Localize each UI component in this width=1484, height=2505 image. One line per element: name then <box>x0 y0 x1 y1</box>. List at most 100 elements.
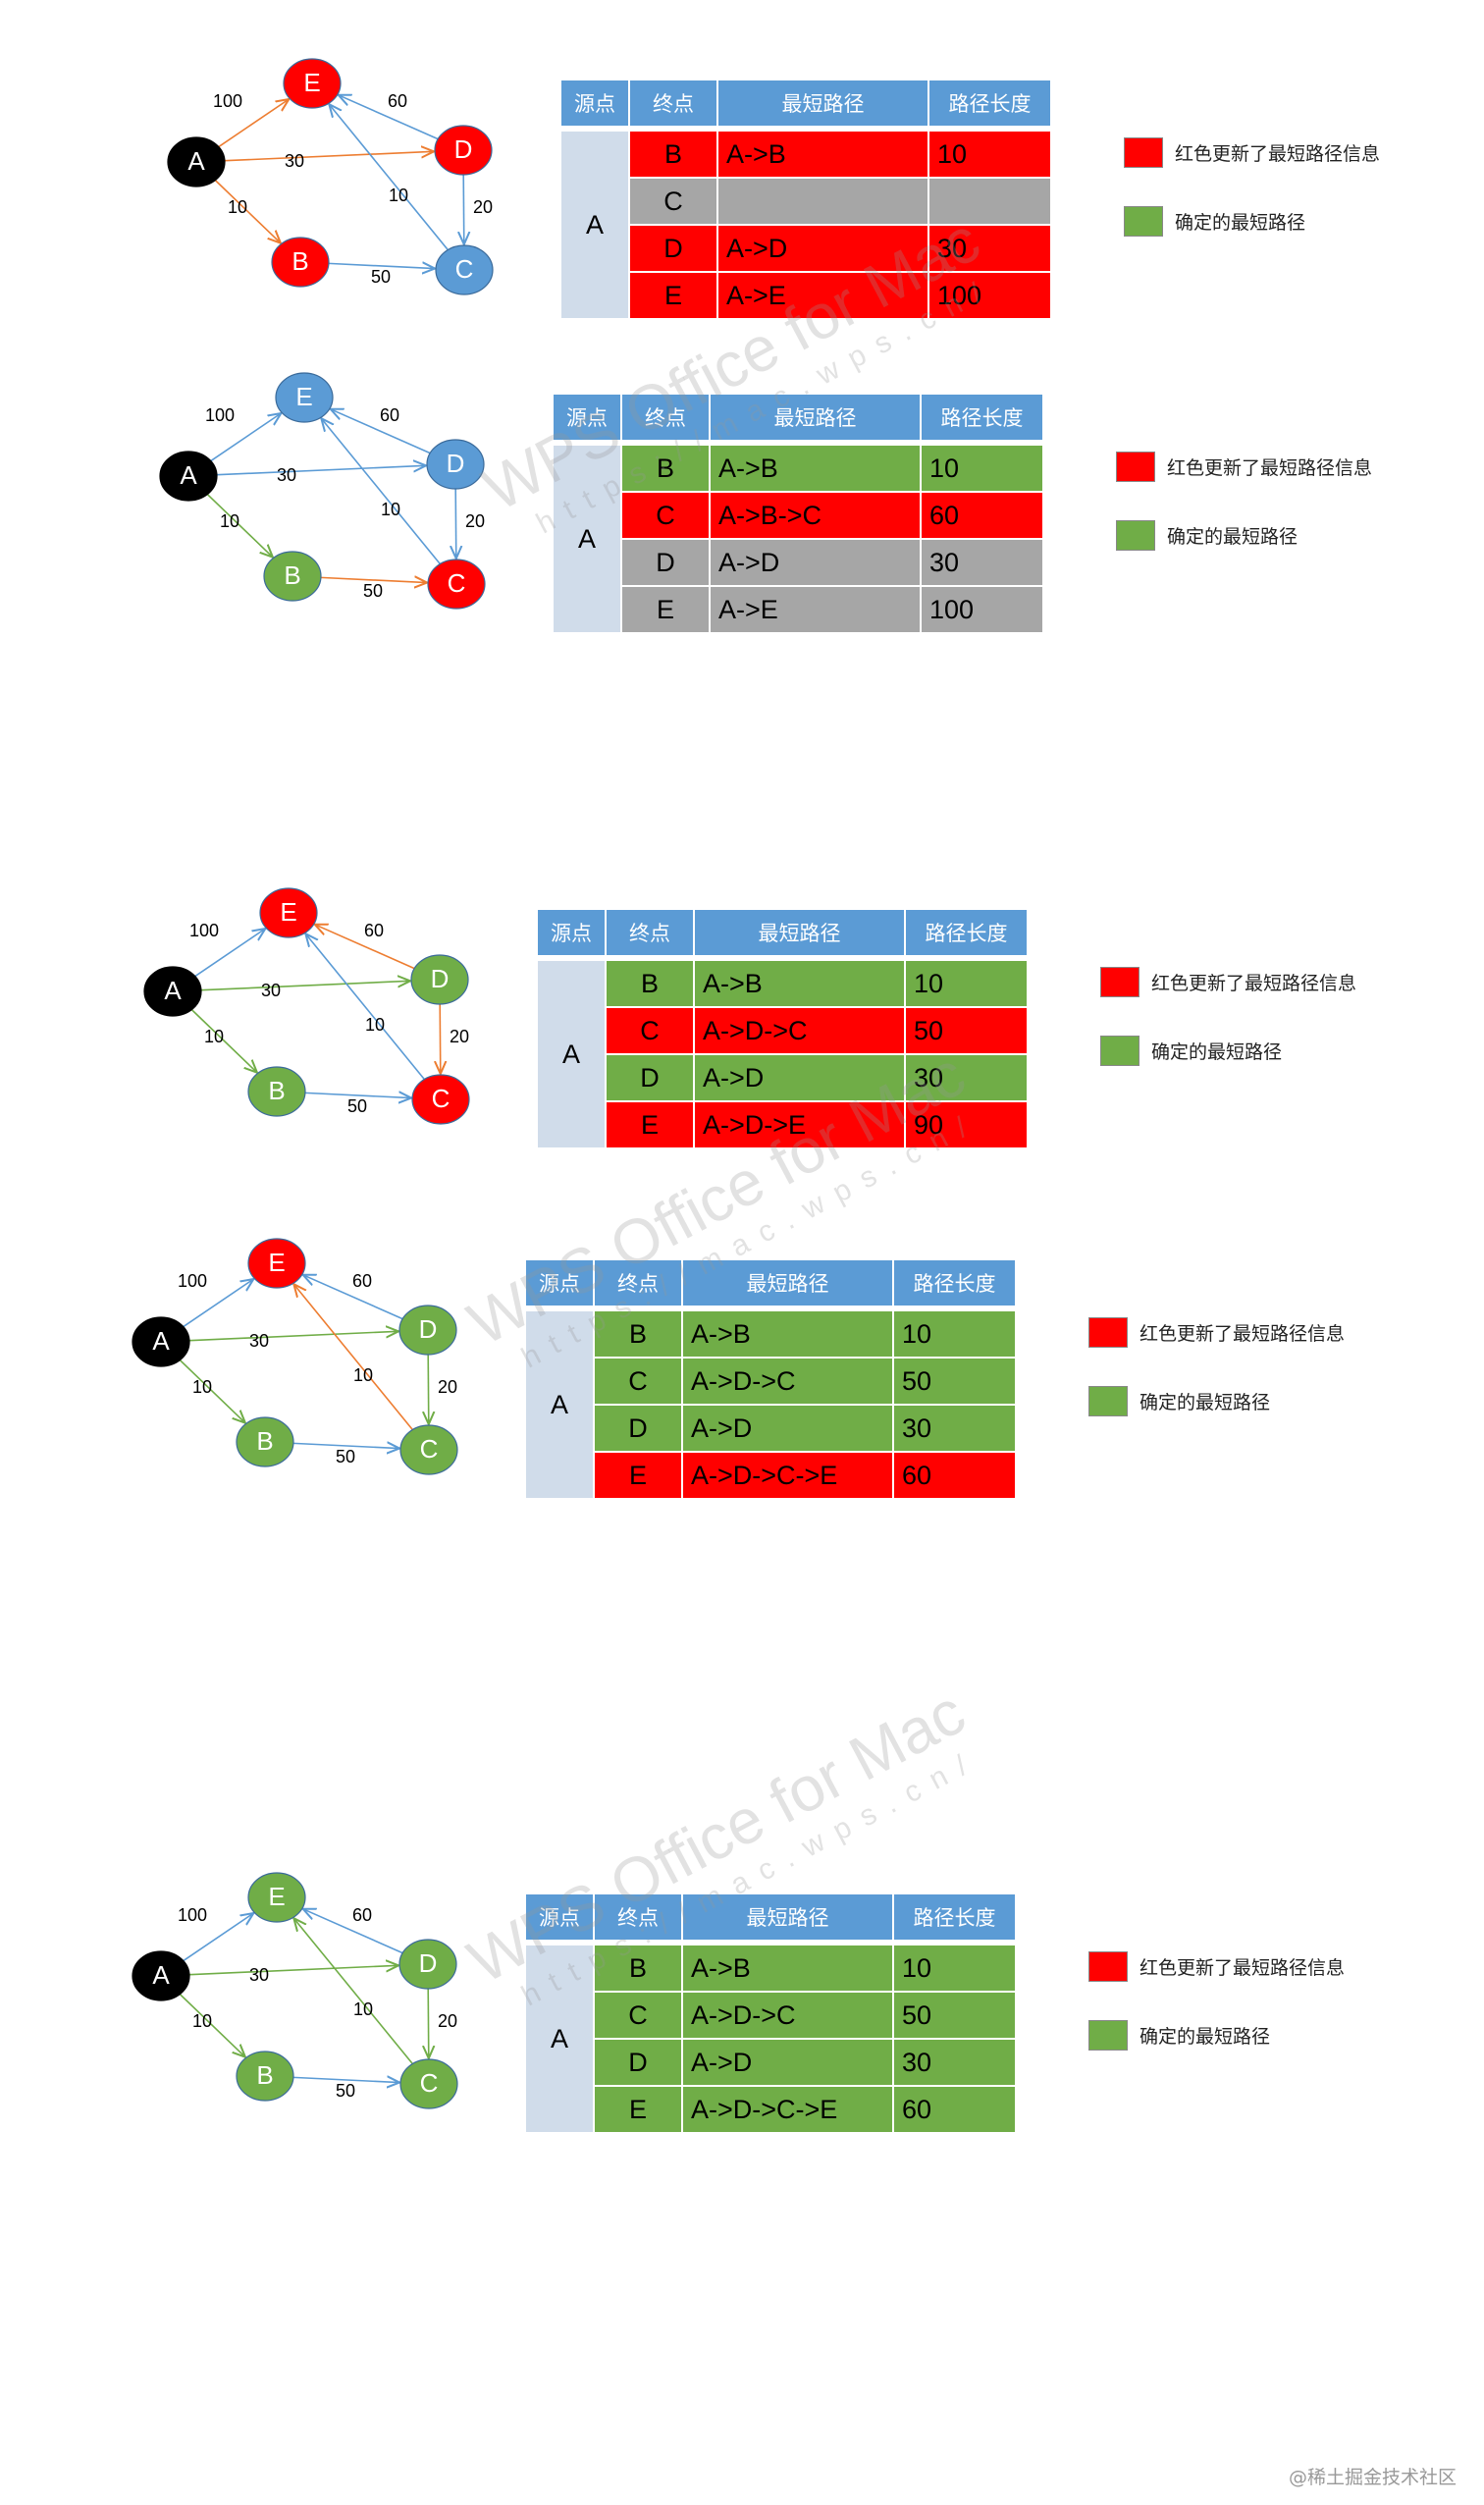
edge-ab <box>190 1009 257 1073</box>
edge-weight-label: 10 <box>365 1015 385 1035</box>
edge-weight-label: 50 <box>371 267 391 287</box>
edge-ad <box>216 465 426 476</box>
edge-dc <box>440 1003 441 1074</box>
node-b: B <box>271 237 330 288</box>
edge-weight-label: 50 <box>336 1447 355 1466</box>
edge-ae <box>183 1913 254 1962</box>
node-d: D <box>426 439 485 490</box>
edge-weight-label: 50 <box>336 2081 355 2101</box>
step-panel-2: 100 30 10 60 10 20 50 A E D B C 源点 终点 最短路径 路径长度 A B A->B 10… <box>0 353 1484 677</box>
dest-cell: B <box>605 959 695 1008</box>
dest-cell: C <box>628 177 718 226</box>
node-d: D <box>398 1939 457 1990</box>
length-cell: 60 <box>920 491 1044 540</box>
edge-weight-label: 20 <box>465 511 485 531</box>
dest-cell: E <box>605 1100 695 1149</box>
dest-cell: B <box>593 1309 683 1359</box>
edge-weight-label: 20 <box>473 197 493 217</box>
path-cell: A->D->C <box>681 1991 894 2040</box>
length-cell: 30 <box>920 538 1044 587</box>
edge-weight-label: 30 <box>249 1965 269 1985</box>
node-b: B <box>236 1416 294 1467</box>
edge-weight-label: 30 <box>285 151 304 171</box>
column-header: 终点 <box>593 1892 683 1942</box>
shortest-path-table: 源点 终点 最短路径 路径长度 A B A->B 10 C A->D->C 50 D A->D 30 E A-… <box>524 1892 1017 2134</box>
table-row: C <box>560 177 1052 226</box>
graph-diagram: 100 30 10 60 10 20 50 A E D B C <box>159 372 486 610</box>
edge-weight-label: 10 <box>192 2011 212 2031</box>
length-cell: 30 <box>904 1053 1029 1102</box>
column-header: 终点 <box>593 1258 683 1307</box>
column-header: 最短路径 <box>681 1258 894 1307</box>
svg-text:D: D <box>447 449 465 478</box>
svg-text:B: B <box>256 1426 273 1456</box>
node-c: C <box>399 1424 458 1475</box>
legend-swatch <box>1088 1317 1128 1348</box>
graph-diagram: 100 30 10 60 10 20 50 A E D B C <box>132 1238 458 1475</box>
length-cell: 100 <box>920 585 1044 634</box>
node-a: A <box>132 1316 190 1367</box>
legend-label: 红色更新了最短路径信息 <box>1140 1323 1346 1345</box>
node-d: D <box>398 1305 457 1356</box>
dest-cell: B <box>593 1944 683 1993</box>
path-cell: A->D <box>681 2038 894 2087</box>
legend-label: 红色更新了最短路径信息 <box>1175 143 1381 165</box>
graph-diagram: 100 30 10 60 10 20 50 A E D B C <box>143 887 470 1125</box>
edge-weight-label: 50 <box>363 581 383 601</box>
table-row: E A->E 100 <box>553 585 1044 634</box>
step-panel-1: 100 30 10 60 10 20 50 A E D B C 源点 终点 最短路径 路径长度 A B A->B 10… <box>0 39 1484 363</box>
edge-ce <box>305 933 425 1081</box>
node-e: E <box>275 372 334 423</box>
svg-text:B: B <box>268 1076 285 1105</box>
edge-de <box>331 409 431 454</box>
edge-ad <box>188 1965 398 1976</box>
path-cell: A->B->C <box>709 491 922 540</box>
legend-swatch <box>1100 1036 1140 1066</box>
dest-cell: C <box>620 491 711 540</box>
node-a: A <box>167 136 226 187</box>
svg-text:D: D <box>419 1314 438 1344</box>
node-e: E <box>247 1238 306 1289</box>
legend-label: 红色更新了最短路径信息 <box>1151 973 1357 994</box>
table-row: E A->D->E 90 <box>537 1100 1029 1149</box>
edge-weight-label: 10 <box>353 1365 373 1385</box>
node-a: A <box>132 1950 190 2001</box>
dest-cell: B <box>620 444 711 493</box>
node-c: C <box>411 1074 470 1125</box>
svg-text:A: A <box>152 1326 170 1356</box>
length-cell: 50 <box>892 1991 1017 2040</box>
svg-text:E: E <box>295 382 312 411</box>
legend-green-item: 确定的最短路径 <box>1116 520 1298 551</box>
table-row: D A->D 30 <box>525 1404 1017 1453</box>
footer-credit: @稀土掘金技术社区 <box>1288 2467 1457 2488</box>
dest-cell: C <box>593 1357 683 1406</box>
table-row: D A->D 30 <box>553 538 1044 587</box>
legend-green-item: 确定的最短路径 <box>1100 1036 1282 1066</box>
edge-dc <box>463 174 464 244</box>
legend-label: 确定的最短路径 <box>1167 526 1298 548</box>
edge-de <box>303 1275 403 1320</box>
table-row: E A->D->C->E 60 <box>525 2085 1017 2134</box>
svg-text:D: D <box>419 1948 438 1978</box>
dest-cell: E <box>628 271 718 320</box>
node-c: C <box>427 559 486 610</box>
shortest-path-table: 源点 终点 最短路径 路径长度 A B A->B 10 C A->D->C 50 D A->D 30 E A-… <box>536 908 1029 1149</box>
table-row: A B A->B 10 <box>559 130 1052 320</box>
edge-de <box>315 925 415 970</box>
node-d: D <box>434 125 493 176</box>
dest-cell: D <box>620 538 711 587</box>
dest-cell: E <box>620 585 711 634</box>
edge-ab <box>206 494 273 558</box>
legend-label: 确定的最短路径 <box>1140 2026 1271 2048</box>
legend-red-item: 红色更新了最短路径信息 <box>1088 1317 1345 1348</box>
edge-ce <box>293 1284 413 1431</box>
table-row: C A->D->C 50 <box>525 1357 1017 1406</box>
column-header: 最短路径 <box>709 393 922 442</box>
edge-weight-label: 100 <box>205 405 235 425</box>
legend-green-item: 确定的最短路径 <box>1124 206 1305 237</box>
path-cell: A->B <box>681 1944 894 1993</box>
edge-bc <box>328 263 435 268</box>
length-cell: 60 <box>892 2085 1017 2134</box>
graph-diagram: 100 30 10 60 10 20 50 A E D B C <box>132 1872 458 2109</box>
path-cell: A->B <box>681 1309 894 1359</box>
